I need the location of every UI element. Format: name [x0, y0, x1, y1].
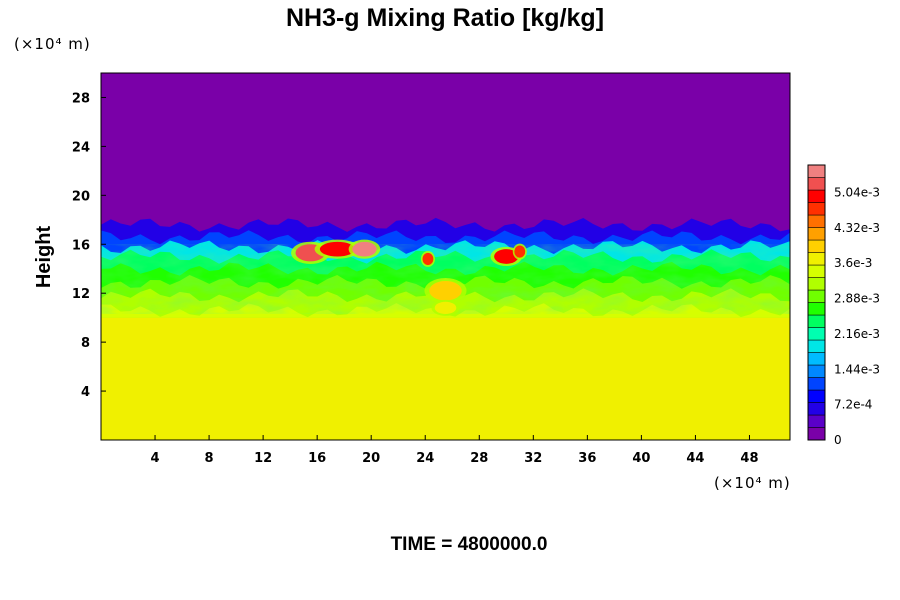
- x-tick-label: 28: [470, 451, 488, 466]
- colorbar-swatch: [807, 264, 826, 278]
- colorbar-tick-label: 3.6e-3: [834, 256, 872, 270]
- colorbar-swatch: [807, 239, 826, 253]
- y-tick-label: 20: [72, 189, 90, 204]
- colorbar-tick-label: 2.16e-3: [834, 327, 880, 341]
- plume-core: [434, 301, 457, 314]
- colorbar-swatch: [807, 427, 826, 441]
- colorbar-swatch: [807, 377, 826, 391]
- x-unit-label: (×10⁴ m): [714, 474, 791, 492]
- x-tick-label: 4: [151, 451, 160, 466]
- colorbar-swatch: [807, 277, 826, 291]
- colorbar-swatch: [807, 289, 826, 303]
- colorbar-swatch: [807, 177, 826, 191]
- plume-core: [422, 252, 434, 266]
- plot-frame: [100, 72, 791, 441]
- x-tick-label: 36: [578, 451, 596, 466]
- colorbar-tick-label: 1.44e-3: [834, 362, 880, 376]
- y-tick-label: 24: [72, 140, 90, 155]
- y-axis-ticks: 4 8 12 16 20 24 28: [72, 91, 106, 400]
- x-tick-label: 20: [362, 451, 380, 466]
- plume-core: [429, 280, 462, 301]
- x-tick-label: 16: [308, 451, 326, 466]
- colorbar-swatch: [807, 402, 826, 416]
- x-tick-label: 48: [740, 451, 758, 466]
- colorbar-swatch: [807, 214, 826, 228]
- x-tick-label: 40: [632, 451, 650, 466]
- y-axis-label: Height: [33, 226, 55, 289]
- colorbar-swatch: [807, 252, 826, 266]
- x-tick-label: 24: [416, 451, 434, 466]
- time-label: TIME = 4800000.0: [391, 534, 548, 555]
- colorbar-tick-label: 0: [834, 433, 842, 447]
- y-tick-label: 8: [81, 336, 90, 351]
- x-tick-label: 44: [686, 451, 704, 466]
- plume-core: [514, 245, 526, 258]
- x-tick-label: 32: [524, 451, 542, 466]
- colorbar-swatch: [807, 327, 826, 341]
- plot-area: [101, 73, 790, 440]
- colorbar-tick-label: 4.32e-3: [834, 221, 880, 235]
- colorbar-swatch: [807, 414, 826, 428]
- x-axis-ticks: 4 8 12 16 20 24 28 32 36 40 44 48: [151, 435, 759, 466]
- colorbar-swatch: [807, 352, 826, 366]
- x-tick-label: 12: [254, 451, 272, 466]
- colorbar-swatch: [807, 164, 826, 178]
- colorbar-swatch: [807, 202, 826, 216]
- chart-title: NH3-g Mixing Ratio [kg/kg]: [286, 4, 604, 32]
- colorbar-swatch: [807, 189, 826, 203]
- plume-core: [352, 241, 377, 257]
- y-tick-label: 12: [72, 287, 90, 302]
- y-tick-label: 4: [81, 385, 90, 400]
- colorbar-swatch: [807, 339, 826, 353]
- y-tick-label: 16: [72, 238, 90, 253]
- y-tick-label: 28: [72, 91, 90, 106]
- colorbar-tick-label: 5.04e-3: [834, 186, 880, 200]
- plume-core: [494, 249, 519, 264]
- y-unit-label: (×10⁴ m): [14, 35, 91, 53]
- colorbar-swatch: [807, 314, 826, 328]
- x-tick-label: 8: [205, 451, 214, 466]
- lower-layer-region: [101, 317, 790, 440]
- colorbar-frame: [807, 164, 826, 441]
- cloud-layer-band: [101, 303, 790, 318]
- colorbar-tick-label: 7.2e-4: [834, 398, 872, 412]
- colorbar-swatch: [807, 364, 826, 378]
- colorbar-swatch: [807, 302, 826, 316]
- colorbar-tick-label: 2.88e-3: [834, 292, 880, 306]
- plume-core: [319, 241, 355, 257]
- colorbar: 0 7.2e-4 1.44e-3 2.16e-3 2.88e-3 3.6e-3 4.32e-…: [807, 164, 880, 447]
- colorbar-swatch: [807, 227, 826, 241]
- colorbar-swatch: [807, 389, 826, 403]
